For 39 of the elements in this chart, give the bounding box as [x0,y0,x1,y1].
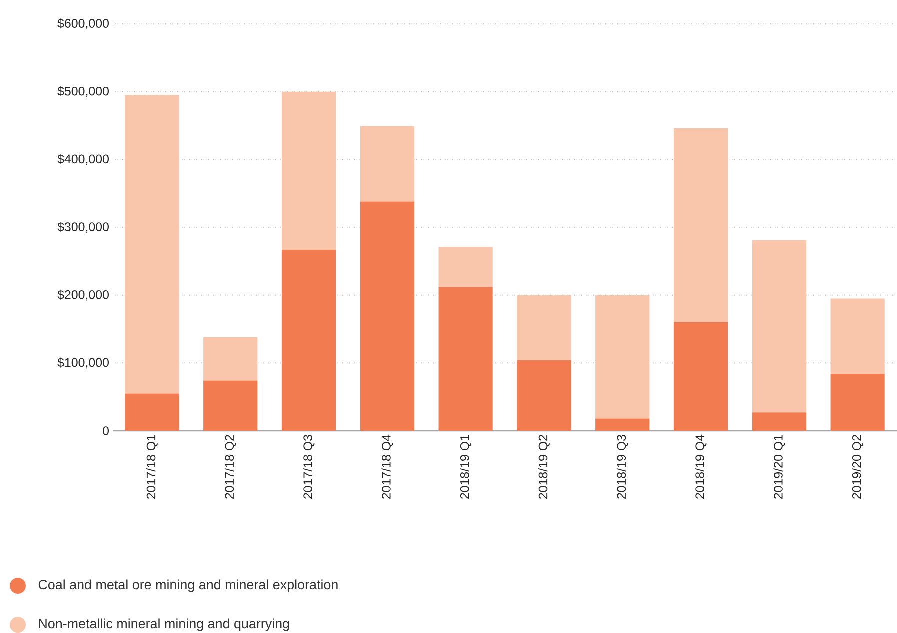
bar [125,394,180,431]
y-tick-label: 0 [103,426,109,436]
bar [282,92,336,250]
bar [674,322,728,431]
x-tick-label: 2017/18 Q4 [382,434,394,499]
x-tick-label: 2018/19 Q4 [695,434,707,499]
x-tick-label: 2018/19 Q3 [616,435,628,499]
bar [517,360,572,431]
bar [204,380,258,431]
x-tick-label: 2019/20 Q2 [852,435,864,499]
legend-label: Coal and metal ore mining and mineral exploration [38,580,338,592]
x-tick-label: 2018/19 Q1 [460,435,472,499]
bar [674,128,728,322]
bar [830,374,885,431]
x-tick-label: 2017/18 Q3 [303,435,315,499]
bar [752,412,806,431]
legend-label: Non-metallic mineral mining and quarrying [39,618,290,632]
y-tick-label: $300,000 [58,222,109,233]
bar [360,126,414,202]
bar [752,240,806,413]
bar [360,202,414,431]
bar [438,287,493,431]
y-tick-label: $400,000 [58,154,109,166]
bar [517,295,572,360]
x-tick-label: 2018/19 Q2 [538,435,550,499]
bar [830,298,885,374]
bar [596,295,650,419]
x-tick-label: 2017/18 Q1 [146,435,158,499]
bar [282,250,336,431]
bar [125,95,180,394]
y-tick-label: $100,000 [58,358,109,369]
y-tick-label: $600,000 [58,18,109,30]
bar [596,418,650,431]
y-tick-label: $200,000 [58,290,109,301]
bar [204,337,258,381]
bar [438,247,493,288]
x-tick-label: 2017/18 Q2 [224,435,236,499]
y-tick-label: $500,000 [58,86,109,98]
x-tick-label: 2019/20 Q1 [774,435,786,499]
